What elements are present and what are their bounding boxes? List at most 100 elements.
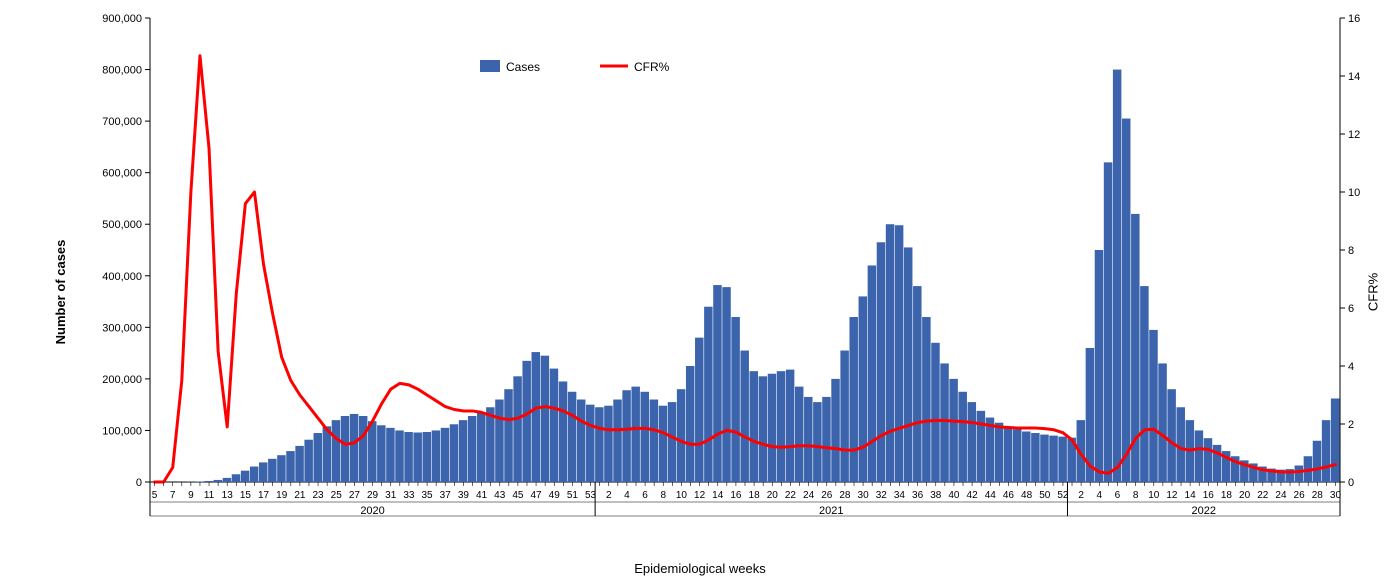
x-tick-label: 42 [967,490,979,501]
bar [722,287,730,482]
x-tick-label: 5 [152,490,158,501]
bar [613,400,621,482]
x-tick-label: 24 [1275,490,1287,501]
x-tick-label: 38 [930,490,942,501]
bar [677,389,685,482]
x-tick-label: 28 [1312,490,1324,501]
x-tick-label: 49 [549,490,561,501]
bar [759,376,767,482]
x-tick-label: 18 [1221,490,1233,501]
y-left-title: Number of cases [53,240,68,345]
bar [804,397,812,482]
x-tick-label: 9 [188,490,194,501]
bar [604,406,612,482]
x-tick-label: 24 [803,490,815,501]
bar [1104,162,1112,482]
bar [831,379,839,482]
x-tick-label: 17 [258,490,270,501]
x-tick-label: 4 [624,490,630,501]
bar [631,387,639,482]
bar [441,428,449,482]
bar [840,351,848,482]
bar [1149,330,1157,482]
x-tick-label: 10 [1148,490,1160,501]
x-tick-label: 48 [1021,490,1033,501]
x-tick-label: 4 [1096,490,1102,501]
bar [513,376,521,482]
x-tick-label: 20 [1239,490,1251,501]
y-right-tick-label: 2 [1348,419,1354,431]
x-tick-label: 52 [1057,490,1069,501]
y-left-tick-label: 900,000 [102,13,142,25]
x-tick-label: 30 [858,490,870,501]
y-right-tick-label: 6 [1348,303,1354,315]
bar [568,392,576,482]
x-tick-label: 26 [1294,490,1306,501]
bar [650,400,658,482]
bar [395,430,403,482]
y-right-tick-label: 0 [1348,477,1354,489]
x-tick-label: 31 [385,490,397,501]
bar [477,412,485,482]
bar [1095,250,1103,482]
bar [522,361,530,482]
bar [822,397,830,482]
x-tick-label: 50 [1039,490,1051,501]
legend-label: Cases [506,60,540,74]
bar [577,400,585,482]
bar [668,402,676,482]
x-tick-label: 14 [1185,490,1197,501]
bar [1158,363,1166,482]
bar [223,478,231,482]
bar [659,406,667,482]
y-left-tick-label: 800,000 [102,65,142,77]
bar [695,338,703,482]
y-right-tick-label: 8 [1348,245,1354,257]
bar [304,440,312,482]
x-year-label: 2021 [819,505,843,517]
bar [541,356,549,482]
bar [550,369,558,482]
bar [404,432,412,482]
bar [277,455,285,482]
bar [486,407,494,482]
y-right-tick-label: 10 [1348,187,1360,199]
bar [413,433,421,482]
y-right-tick-label: 12 [1348,129,1360,141]
bar [1058,437,1066,482]
bar [977,411,985,482]
bar [922,317,930,482]
bar [904,247,912,482]
bar [1004,426,1012,482]
bar [849,317,857,482]
bar [377,425,385,482]
bar [949,379,957,482]
bar [368,421,376,482]
x-tick-label: 19 [276,490,288,501]
x-tick-label: 22 [785,490,797,501]
bar [968,402,976,482]
y-left-tick-label: 400,000 [102,271,142,283]
bar [859,296,867,482]
bar [241,471,249,482]
x-tick-label: 29 [367,490,379,501]
bar [1295,466,1303,482]
legend: CasesCFR% [480,60,670,74]
x-tick-label: 18 [749,490,761,501]
y-right-tick-label: 14 [1348,71,1360,83]
bar [768,374,776,482]
bar [913,286,921,482]
x-year-label: 2020 [360,505,384,517]
bar [232,474,240,482]
x-tick-label: 6 [1115,490,1121,501]
bar [423,432,431,482]
x-tick-label: 23 [312,490,324,501]
chart-container: Number of cases CFR% Epidemiological wee… [0,0,1400,584]
bar [940,363,948,482]
bar [1113,70,1121,482]
bar [1040,435,1048,482]
y-right-tick-label: 4 [1348,361,1354,373]
y-left-tick-label: 200,000 [102,374,142,386]
bar [686,366,694,482]
bar [1013,429,1021,482]
